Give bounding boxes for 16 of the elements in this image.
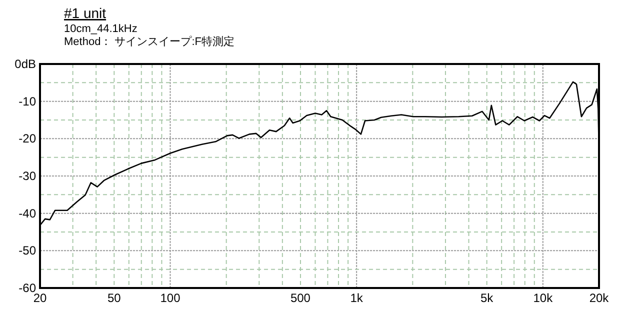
x-tick-label: 1k <box>350 291 364 305</box>
y-tick-label: -50 <box>18 244 36 258</box>
y-tick-label: -20 <box>18 132 36 146</box>
chart-subtitle: 10cm_44.1kHz <box>64 23 138 35</box>
y-tick-label: 0dB <box>14 57 36 71</box>
text: Method： サインスイープ:F特測定 <box>64 35 235 48</box>
x-tick-label: 500 <box>290 291 311 305</box>
y-tick-label: -40 <box>18 206 36 220</box>
y-tick-label: -30 <box>18 169 36 183</box>
y-tick-label: -10 <box>18 94 36 108</box>
chart-title: #1 unit <box>64 5 106 21</box>
x-tick-label: 5k <box>480 291 494 305</box>
x-tick-label: 20k <box>589 291 610 305</box>
x-tick-label: 10k <box>533 291 554 305</box>
x-tick-label: 50 <box>107 291 122 305</box>
x-tick-label: 100 <box>160 291 181 305</box>
